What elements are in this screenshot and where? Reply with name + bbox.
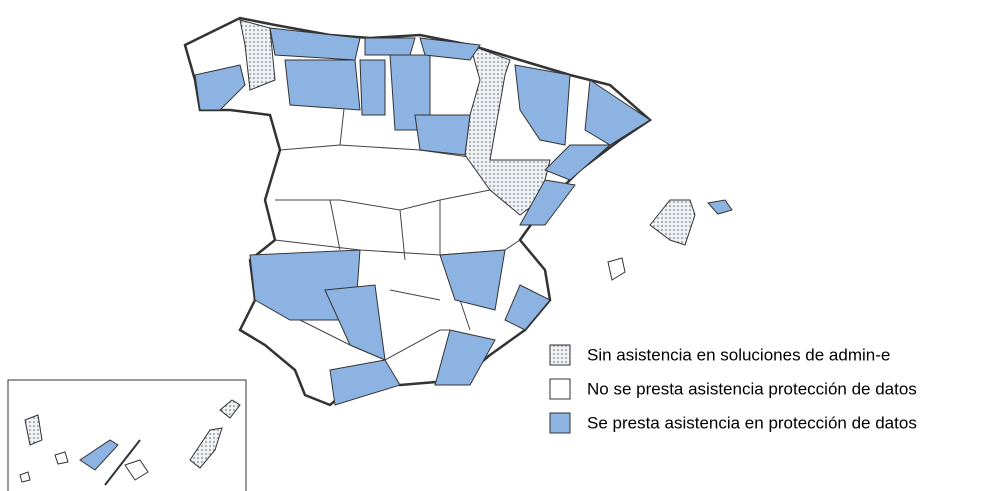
legend-swatch (549, 378, 571, 400)
legend-swatch (549, 412, 571, 434)
peninsula (183, 16, 653, 407)
balearic-islands (607, 199, 733, 281)
legend-swatch (549, 344, 571, 366)
canary-islands (7, 379, 247, 491)
legend-label: No se presta asistencia protección de da… (587, 379, 917, 398)
legend-label: Se presta asistencia en protección de da… (587, 413, 917, 432)
legend-label: Sin asistencia en soluciones de admin-e (587, 345, 890, 364)
legend: Sin asistencia en soluciones de admin-e … (549, 344, 917, 434)
